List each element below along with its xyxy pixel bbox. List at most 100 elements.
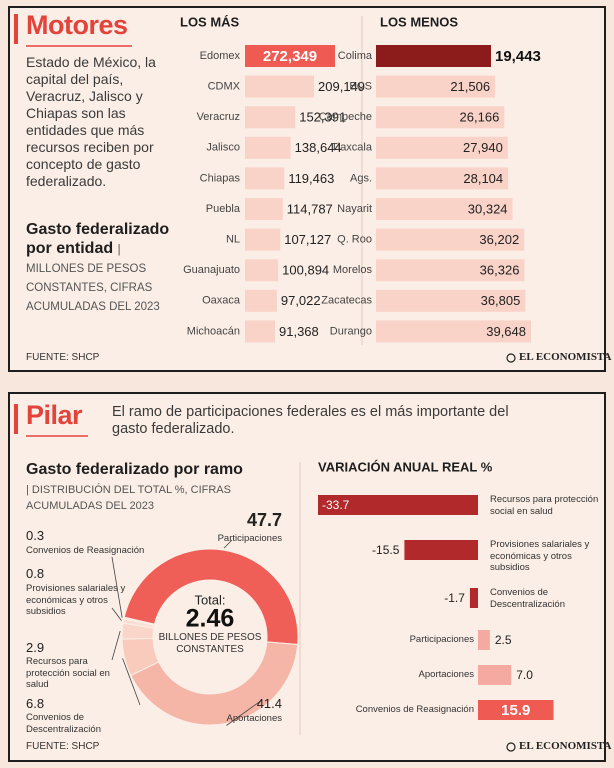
category-label: Campeche <box>319 111 372 123</box>
value-label: 19,443 <box>495 48 541 65</box>
bar <box>376 45 491 67</box>
leader-line <box>226 699 263 726</box>
bar <box>245 289 277 312</box>
value-label: 36,805 <box>481 293 521 308</box>
slice-value: 6.8 <box>26 696 45 711</box>
category-label: Colima <box>338 50 373 62</box>
value-label: 107,127 <box>284 232 331 247</box>
bar <box>245 228 281 251</box>
bar <box>376 106 505 129</box>
value-label: 7.0 <box>516 668 533 682</box>
bar <box>245 320 275 343</box>
category-label: Durango <box>330 325 372 337</box>
donut-slice <box>123 548 299 646</box>
value-label: -33.7 <box>322 498 350 512</box>
value-label: 114,787 <box>287 201 333 216</box>
leader-line <box>122 658 141 706</box>
chart-title: LOS MENOS <box>380 14 458 29</box>
value-label: 15.9 <box>501 702 530 719</box>
center-note: BILLONES DE PESOS CONSTANTES <box>158 632 262 655</box>
brand: EL ECONOMISTA <box>519 351 612 363</box>
slice-label: Convenios de Reasignación <box>26 545 145 556</box>
leader-line <box>223 539 233 549</box>
donut-slice <box>123 616 156 626</box>
leader-line <box>111 630 121 661</box>
accent-bar <box>14 404 18 434</box>
bar <box>376 136 508 159</box>
bar <box>245 259 279 282</box>
bar <box>245 136 291 159</box>
category-label: Q. Roo <box>337 234 372 246</box>
slice-value: 47.7 <box>246 510 282 530</box>
slice-value: 0.3 <box>26 528 45 543</box>
category-label: Tlaxcala <box>331 142 373 154</box>
bar <box>245 106 296 129</box>
bar <box>245 75 315 98</box>
value-label: 152,391 <box>299 110 346 125</box>
center-label: Total: <box>194 592 225 607</box>
slice-value: 41.4 <box>256 696 282 711</box>
category-label: Chiapas <box>200 172 241 184</box>
slice-value: 2.9 <box>26 640 45 655</box>
value-label: 272,349 <box>263 48 317 65</box>
category-label: Edomex <box>200 50 241 62</box>
bar <box>478 630 490 650</box>
bar <box>469 588 478 608</box>
value-label: -1.7 <box>444 591 465 605</box>
category-label: Aportaciones <box>418 669 474 680</box>
chart-title: Gasto federalizado por ramo <box>26 461 243 478</box>
paragraph: El ramo de participaciones federales es … <box>112 404 509 437</box>
bar <box>478 665 512 685</box>
category-label: NL <box>226 234 240 246</box>
value-label: 209,149 <box>318 79 365 94</box>
category-label: Ags. <box>350 172 372 184</box>
category-label: Michoacán <box>187 325 240 337</box>
value-label: 36,202 <box>479 232 519 247</box>
bar <box>376 75 496 98</box>
bar <box>376 289 526 312</box>
category-label: Recursos para protección social en salud <box>490 494 599 517</box>
value-label: 36,326 <box>480 263 520 278</box>
bar <box>376 228 525 251</box>
leader-line <box>111 556 123 618</box>
bar <box>404 540 478 560</box>
category-label: Provisiones salariales y económicas y ot… <box>490 539 590 573</box>
value-label: 119,463 <box>288 171 334 186</box>
slice-value: 0.8 <box>26 566 45 581</box>
value-label: 97,022 <box>281 293 321 308</box>
category-label: Participaciones <box>409 634 474 645</box>
category-label: CDMX <box>208 81 241 93</box>
bar <box>376 167 509 190</box>
heading: Pilar <box>26 400 83 430</box>
category-label: Zacatecas <box>321 295 372 307</box>
category-label: Jalisco <box>206 142 240 154</box>
leader-line <box>111 607 122 621</box>
center-value: 2.46 <box>186 605 235 633</box>
value-label: 30,324 <box>468 201 508 216</box>
slice-label: Convenios de Descentralización <box>26 712 101 735</box>
value-label: 28,104 <box>463 171 503 186</box>
value-label: 91,368 <box>279 324 319 339</box>
slice-label: Provisiones salariales y económicas y ot… <box>26 583 126 617</box>
bar <box>245 45 335 67</box>
brand-icon <box>506 353 516 363</box>
chart-note: | DISTRIBUCIÓN DEL TOTAL %, CIFRAS ACUMU… <box>26 484 231 512</box>
chart-heading: Gasto federalizado por entidad | MILLONE… <box>26 220 176 316</box>
category-label: Convenios de Reasignación <box>355 704 474 715</box>
slice-label: Participaciones <box>217 533 282 544</box>
bar <box>478 700 554 720</box>
category-label: Guanajuato <box>183 264 240 276</box>
category-label: BCS <box>349 81 372 93</box>
value-label: 21,506 <box>450 79 490 94</box>
category-label: Veracruz <box>197 111 240 123</box>
bar <box>318 495 478 515</box>
value-label: 138,644 <box>295 140 342 155</box>
chart-title: VARIACIÓN ANUAL REAL % <box>318 459 493 474</box>
value-label: -15.5 <box>372 543 400 557</box>
brand-icon <box>506 742 516 752</box>
slice-label: Recursos para protección social en salud <box>26 656 110 690</box>
source: FUENTE: SHCP <box>26 741 100 752</box>
bar <box>245 167 285 190</box>
category-label: Puebla <box>206 203 241 215</box>
